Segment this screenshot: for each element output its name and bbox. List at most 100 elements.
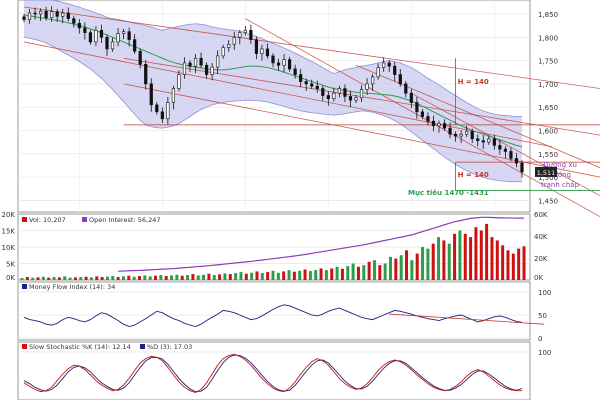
volume-bar <box>234 273 238 280</box>
volume-bar <box>437 237 441 280</box>
price-y-tick: 1,450 <box>538 197 558 205</box>
candle-body <box>420 111 425 117</box>
candle-body <box>83 27 87 33</box>
volume-bar <box>196 275 200 280</box>
candle-body <box>354 97 358 101</box>
annotation-h-top: H = 140 <box>458 78 489 86</box>
candle-body <box>453 133 458 137</box>
candle-body <box>498 145 502 150</box>
volume-bar <box>95 276 99 280</box>
volume-legend-label: Open Interest: 56,247 <box>89 216 160 224</box>
volume-bar <box>223 273 227 280</box>
volume-bar <box>431 243 435 280</box>
volume-bar <box>31 277 35 280</box>
candle-body <box>448 127 452 135</box>
candle-body <box>149 83 153 106</box>
volume-bar <box>212 275 216 280</box>
money-flow-line <box>23 304 523 327</box>
candle-body <box>365 83 369 90</box>
volume-bar <box>175 274 179 280</box>
price-y-tick: 1,650 <box>538 104 558 112</box>
volume-bar <box>25 277 29 280</box>
volume-bar <box>474 227 478 280</box>
candle-body <box>66 12 70 19</box>
volume-y-tick: 10K <box>2 244 16 252</box>
stochastic-legend-label: %D (3): 17.03 <box>147 343 192 351</box>
candle-body <box>459 133 463 137</box>
volume-bar <box>506 250 510 280</box>
volume-bar <box>511 253 515 280</box>
candle-body <box>265 48 270 57</box>
volume-bar <box>47 277 51 280</box>
volume-bar <box>63 276 67 280</box>
volume-y-tick: 5K <box>6 261 15 269</box>
volume-bar <box>73 277 77 280</box>
volume-bar <box>164 276 168 280</box>
annotation-target: Mục tiêu 1470 -1431 <box>408 189 489 197</box>
price-y-tick: 1,700 <box>538 81 558 89</box>
volume-bar <box>287 270 291 280</box>
candle-body <box>127 31 131 40</box>
volume-bar <box>218 274 222 280</box>
volume-bar <box>399 255 403 280</box>
candle-body <box>77 22 81 29</box>
volume-bar <box>154 275 158 280</box>
volume-y-tick: 20K <box>2 211 16 219</box>
volume-bar <box>180 275 184 280</box>
volume-bar <box>137 276 141 280</box>
volume-bar <box>485 223 489 280</box>
candle-body <box>503 148 508 152</box>
candle-body <box>221 47 225 57</box>
candle-body <box>382 62 386 68</box>
volume-bar <box>495 240 499 280</box>
trend-line <box>355 64 600 169</box>
volume-bar <box>522 246 526 280</box>
candle-body <box>166 102 170 120</box>
open-interest-y-tick: 0K <box>534 274 543 282</box>
volume-y-tick: 0K <box>6 274 15 282</box>
stochastic-d-line <box>23 354 523 393</box>
volume-bar <box>228 274 232 280</box>
volume-bar <box>346 266 350 280</box>
candle-body <box>216 55 220 68</box>
candle-body <box>426 116 430 122</box>
price-y-tick: 1,750 <box>538 58 558 66</box>
volume-bar <box>111 276 115 280</box>
candle-body <box>293 68 297 75</box>
candle-body <box>343 88 347 97</box>
volume-bar <box>426 248 430 280</box>
trend-line <box>23 6 600 89</box>
open-interest-y-tick: 60K <box>534 211 548 219</box>
candle-body <box>287 59 292 70</box>
price-y-tick: 1,850 <box>538 11 558 19</box>
candle-body <box>171 88 176 103</box>
candle-body <box>409 92 413 103</box>
volume-bar <box>490 237 494 280</box>
volume-bar <box>41 276 45 280</box>
volume-bar <box>186 275 190 280</box>
candle-body <box>470 131 474 140</box>
volume-bar <box>351 263 355 280</box>
candle-body <box>210 66 214 75</box>
volume-bar <box>202 274 206 280</box>
volume-bar <box>170 275 174 280</box>
candle-body <box>238 32 242 38</box>
candle-body <box>304 81 308 85</box>
price-y-tick: 1,550 <box>538 151 558 159</box>
candle-body <box>442 123 447 129</box>
volume-bar <box>89 277 93 280</box>
candle-body <box>321 88 325 96</box>
candle-body <box>193 57 198 67</box>
candle-body <box>72 18 76 24</box>
candle-body <box>437 123 441 127</box>
volume-bar <box>68 277 72 280</box>
annotation-trend-note: Đường xu <box>543 161 577 169</box>
bollinger-lower-line <box>23 36 522 183</box>
volume-bar <box>362 265 366 280</box>
candle-body <box>199 57 203 66</box>
volume-bar <box>388 256 392 280</box>
annotation-trend-note: hướng <box>549 171 571 179</box>
money-flow-legend-swatch <box>22 284 27 289</box>
candle-body <box>133 39 137 52</box>
volume-bar <box>250 272 254 280</box>
